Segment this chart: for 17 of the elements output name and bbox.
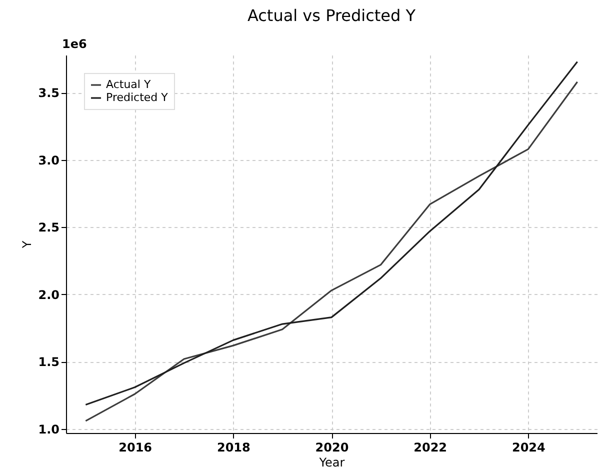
legend-label: Actual Y <box>106 78 151 91</box>
y-tick-label: 1.0 <box>38 422 60 436</box>
chart-title: Actual vs Predicted Y <box>247 6 416 25</box>
y-tick-label: 1.5 <box>38 355 60 370</box>
x-tick-label: 2020 <box>315 440 349 454</box>
legend-label: Predicted Y <box>106 91 168 104</box>
x-tick-label: 2022 <box>414 440 448 454</box>
x-tick-label: 2018 <box>216 440 250 454</box>
y-tick-label: 3.0 <box>38 153 60 168</box>
y-tick-label: 2.5 <box>38 220 60 235</box>
x-tick-label: 2016 <box>118 440 152 454</box>
y-axis-title: Y <box>20 240 34 250</box>
x-axis-title: Year <box>318 456 345 470</box>
y-tick-label: 3.5 <box>38 86 60 100</box>
text: 1e6 <box>62 37 87 51</box>
y-tick-label: 2.0 <box>38 288 60 302</box>
x-tick-label: 2024 <box>512 440 546 454</box>
